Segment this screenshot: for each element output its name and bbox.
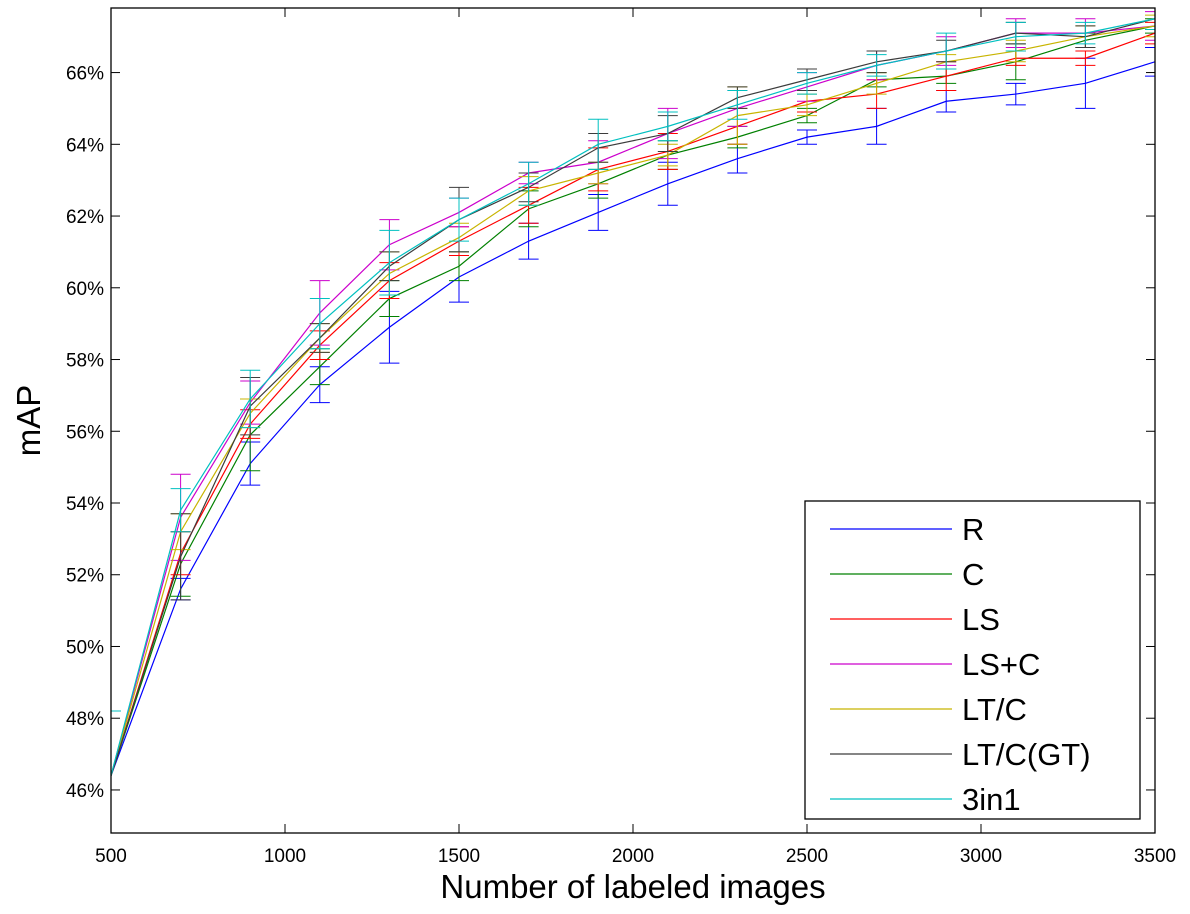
legend-label: 3in1	[962, 782, 1021, 817]
y-tick-label: 50%	[66, 637, 104, 658]
series-layer	[111, 8, 1155, 833]
legend-label: LS	[962, 602, 1000, 637]
legend-item: LS+C	[830, 647, 1040, 682]
legend-item: LS	[830, 602, 1000, 637]
x-tick-label: 1000	[264, 846, 306, 867]
legend-label: LS+C	[962, 647, 1040, 682]
y-tick-label: 52%	[66, 566, 104, 587]
y-axis-title: mAP	[10, 385, 47, 457]
x-tick-label: 2000	[612, 846, 654, 867]
series-3in1	[111, 8, 1155, 833]
x-tick-label: 3000	[960, 846, 1002, 867]
series-line	[111, 61, 1155, 776]
series-group	[111, 8, 1155, 833]
y-tick-label: 54%	[66, 494, 104, 515]
legend-box	[804, 500, 1141, 820]
legend-item: C	[830, 557, 984, 592]
y-tick-label: 66%	[66, 64, 104, 85]
x-tick-label: 2500	[786, 846, 828, 867]
y-tick-label: 62%	[66, 207, 104, 228]
axis-ticks: 500 1000 1500 2000 2500 3000 3500 46% 48% 50% 52% 5…	[66, 8, 1176, 867]
x-tick-label: 1500	[438, 846, 480, 867]
series-line	[111, 32, 1155, 776]
legend-label: C	[962, 557, 984, 592]
legend-item: R	[830, 512, 984, 547]
series-line	[111, 18, 1155, 776]
legend: RC LS LS+C LT/C LT/C(GT) 3in1	[804, 500, 1141, 820]
y-tick-label: 46%	[66, 781, 104, 802]
series-line	[111, 25, 1155, 776]
legend-label: R	[962, 512, 984, 547]
x-axis-title: Number of labeled images	[440, 868, 825, 905]
legend-label: LT/C(GT)	[962, 737, 1091, 772]
y-tick-label: 60%	[66, 279, 104, 300]
x-tick-label: 500	[95, 846, 127, 867]
x-tick-label: 3500	[1134, 846, 1176, 867]
series-line	[111, 25, 1155, 776]
y-tick-label: 56%	[66, 422, 104, 443]
legend-label: LT/C	[962, 692, 1027, 727]
y-tick-label: 64%	[66, 135, 104, 156]
y-tick-label: 48%	[66, 709, 104, 730]
y-tick-label: 58%	[66, 351, 104, 372]
legend-item: LT/C	[830, 692, 1027, 727]
legend-item: 3in1	[830, 782, 1021, 817]
series-line	[111, 18, 1155, 776]
legend-item: LT/C(GT)	[830, 737, 1091, 772]
